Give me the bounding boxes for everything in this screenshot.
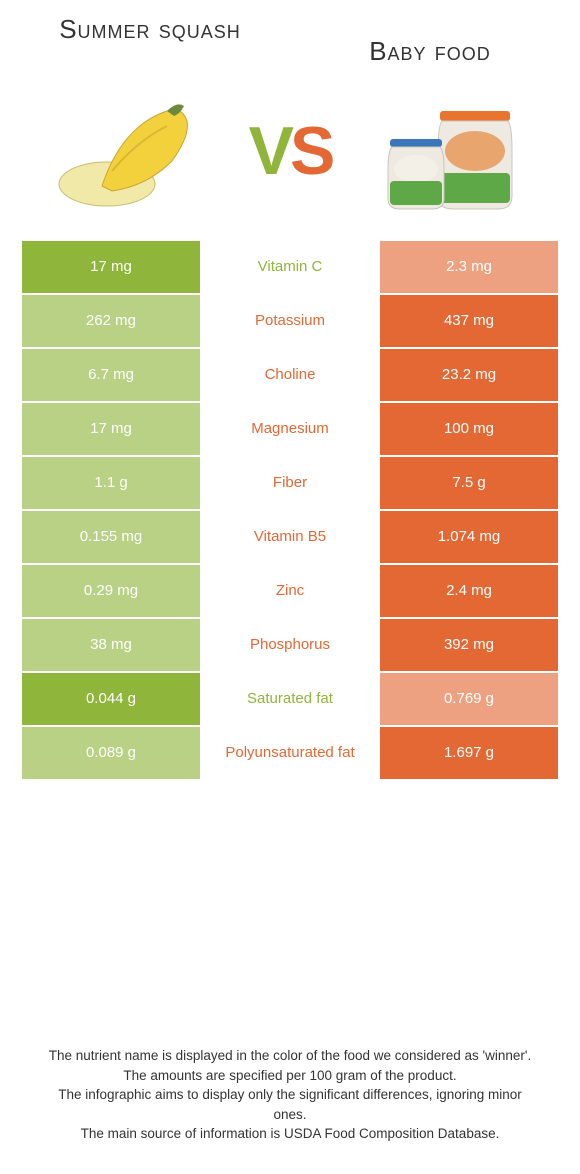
footer-text: The nutrient name is displayed in the co… [40,1046,540,1144]
right-value: 2.3 mg [380,241,558,293]
left-value: 6.7 mg [22,349,200,401]
table-row: 17 mgVitamin C2.3 mg [22,241,558,293]
nutrient-label: Phosphorus [200,619,380,671]
nutrient-label: Zinc [200,565,380,617]
nutrient-label: Magnesium [200,403,380,455]
right-title: Baby food [310,15,550,66]
left-value: 17 mg [22,403,200,455]
right-value: 23.2 mg [380,349,558,401]
right-value: 2.4 mg [380,565,558,617]
footer-line-2: The amounts are specified per 100 gram o… [40,1066,540,1086]
nutrient-label: Fiber [200,457,380,509]
left-value: 38 mg [22,619,200,671]
table-row: 0.044 gSaturated fat0.769 g [22,673,558,725]
left-value: 0.155 mg [22,511,200,563]
footer-line-1: The nutrient name is displayed in the co… [40,1046,540,1066]
right-value: 100 mg [380,403,558,455]
vs-s: S [290,113,331,189]
right-value: 1.697 g [380,727,558,779]
left-value: 0.29 mg [22,565,200,617]
right-value: 392 mg [380,619,558,671]
right-value: 7.5 g [380,457,558,509]
left-value: 0.044 g [22,673,200,725]
right-image [331,71,555,231]
header: Summer squash Baby food [0,0,580,66]
table-row: 0.29 mgZinc2.4 mg [22,565,558,617]
left-title: Summer squash [30,15,270,44]
table-row: 0.089 gPolyunsaturated fat1.697 g [22,727,558,779]
vs-v: V [249,113,290,189]
jars-icon [358,81,528,221]
nutrient-table: 17 mgVitamin C2.3 mg262 mgPotassium437 m… [22,241,558,779]
squash-icon [52,86,222,216]
right-value: 0.769 g [380,673,558,725]
table-row: 6.7 mgCholine23.2 mg [22,349,558,401]
nutrient-label: Saturated fat [200,673,380,725]
table-row: 1.1 gFiber7.5 g [22,457,558,509]
table-row: 262 mgPotassium437 mg [22,295,558,347]
nutrient-label: Vitamin C [200,241,380,293]
left-value: 0.089 g [22,727,200,779]
nutrient-label: Choline [200,349,380,401]
vs-label: VS [249,112,332,190]
footer-line-3: The infographic aims to display only the… [40,1085,540,1124]
footer-line-4: The main source of information is USDA F… [40,1124,540,1144]
images-row: VS [0,66,580,241]
table-row: 0.155 mgVitamin B51.074 mg [22,511,558,563]
left-value: 262 mg [22,295,200,347]
left-value: 17 mg [22,241,200,293]
left-value: 1.1 g [22,457,200,509]
table-row: 17 mgMagnesium100 mg [22,403,558,455]
right-value: 437 mg [380,295,558,347]
left-image [25,71,249,231]
table-row: 38 mgPhosphorus392 mg [22,619,558,671]
nutrient-label: Polyunsaturated fat [200,727,380,779]
nutrient-label: Vitamin B5 [200,511,380,563]
nutrient-label: Potassium [200,295,380,347]
right-value: 1.074 mg [380,511,558,563]
